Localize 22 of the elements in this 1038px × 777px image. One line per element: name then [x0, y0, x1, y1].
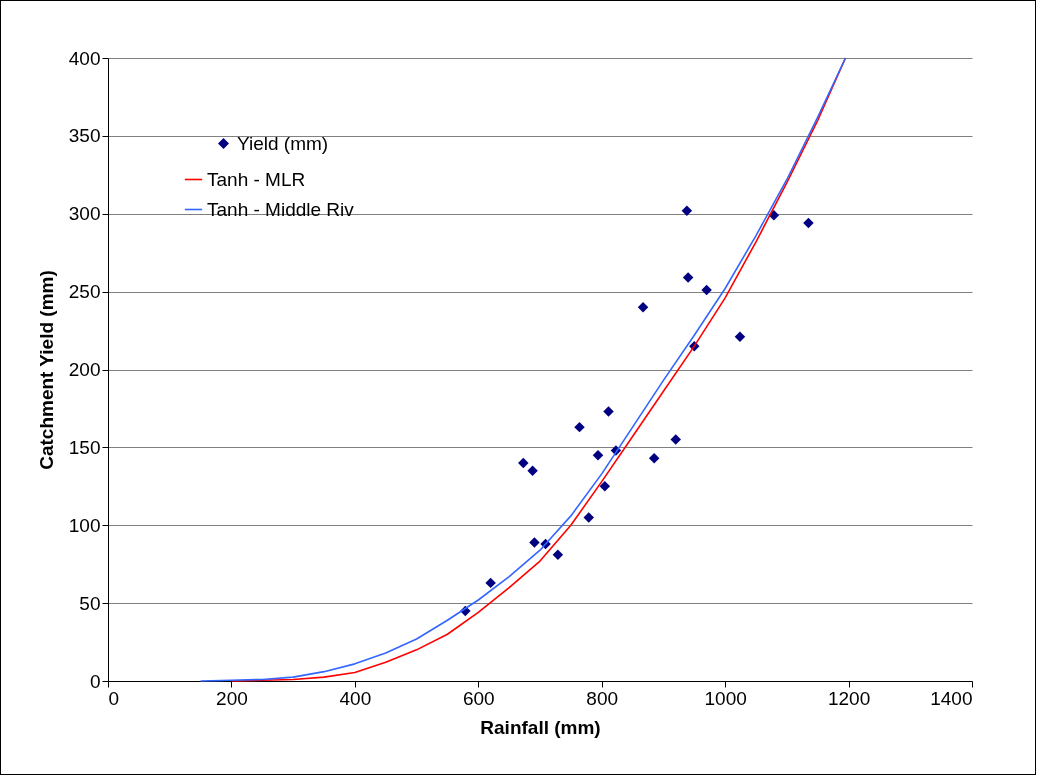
- x-axis-title: Rainfall (mm): [480, 716, 601, 738]
- legend-label: Yield (mm): [237, 132, 329, 154]
- x-tick-label: 600: [462, 687, 495, 709]
- y-tick-label: 50: [79, 592, 101, 614]
- x-tick-label: 1000: [704, 687, 747, 709]
- y-tick-label: 300: [68, 203, 101, 225]
- x-tick-label: 200: [216, 687, 248, 709]
- legend-label: Tanh - Middle Riv: [207, 198, 355, 220]
- x-tick-label: 0: [108, 687, 120, 709]
- y-tick-label: 150: [68, 436, 101, 458]
- y-tick-label: 350: [68, 125, 101, 147]
- x-tick-label: 1200: [827, 687, 871, 709]
- y-tick-label: 100: [68, 514, 101, 536]
- y-tick-label: 200: [68, 359, 101, 380]
- x-tick-label: 400: [339, 687, 372, 709]
- y-tick-label: 250: [68, 281, 101, 303]
- y-axis-title: Catchment Yield (mm): [35, 270, 57, 470]
- x-tick-label: 800: [586, 687, 619, 709]
- x-tick-label: 1400: [930, 687, 973, 709]
- legend-label: Tanh - MLR: [207, 168, 306, 190]
- y-tick-label: 400: [68, 47, 101, 69]
- y-tick-label: 0: [89, 670, 101, 692]
